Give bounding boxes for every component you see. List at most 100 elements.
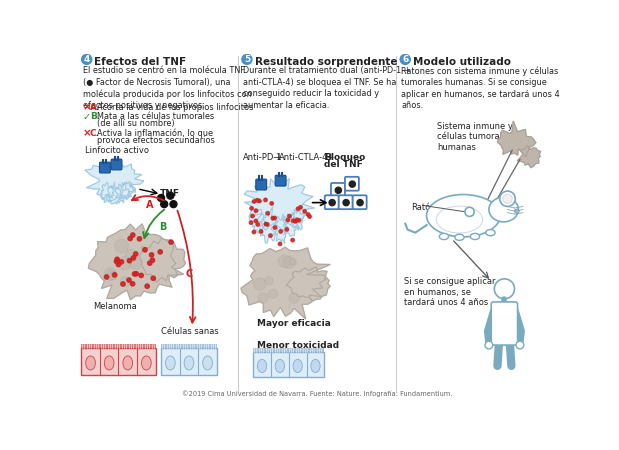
Ellipse shape — [489, 197, 518, 222]
Text: Anti-PD-1: Anti-PD-1 — [243, 153, 283, 162]
Text: TNF: TNF — [160, 189, 180, 198]
Circle shape — [335, 187, 342, 194]
Circle shape — [270, 202, 274, 205]
FancyBboxPatch shape — [81, 344, 155, 348]
Circle shape — [118, 256, 131, 270]
Polygon shape — [89, 224, 184, 300]
Text: Sistema inmune y
células tumorales
humanas: Sistema inmune y células tumorales human… — [437, 122, 513, 152]
FancyBboxPatch shape — [253, 352, 324, 378]
Polygon shape — [498, 121, 535, 157]
Circle shape — [253, 200, 256, 203]
FancyBboxPatch shape — [331, 183, 345, 197]
Circle shape — [349, 181, 355, 187]
Ellipse shape — [514, 209, 519, 213]
Text: Activa la inflamación, lo que: Activa la inflamación, lo que — [97, 129, 213, 138]
Circle shape — [306, 213, 310, 216]
Text: Mata a las células tumorales: Mata a las células tumorales — [97, 112, 214, 121]
FancyBboxPatch shape — [253, 348, 324, 352]
FancyBboxPatch shape — [325, 195, 339, 209]
Ellipse shape — [311, 360, 320, 373]
Text: B.: B. — [90, 112, 100, 121]
Circle shape — [357, 199, 363, 206]
Circle shape — [254, 209, 258, 212]
Ellipse shape — [203, 356, 212, 370]
FancyBboxPatch shape — [275, 175, 286, 186]
Circle shape — [145, 284, 149, 288]
Circle shape — [289, 293, 299, 303]
FancyBboxPatch shape — [256, 179, 267, 190]
FancyBboxPatch shape — [81, 348, 155, 375]
Ellipse shape — [486, 230, 495, 236]
Circle shape — [400, 54, 410, 64]
Polygon shape — [101, 183, 114, 202]
Circle shape — [279, 242, 282, 246]
Text: ×: × — [83, 129, 92, 139]
Text: Mayor eficacia: Mayor eficacia — [257, 319, 331, 328]
Ellipse shape — [184, 356, 194, 370]
Circle shape — [249, 221, 253, 224]
Text: del TNF: del TNF — [324, 160, 363, 169]
Circle shape — [254, 219, 258, 223]
FancyBboxPatch shape — [353, 195, 366, 209]
Circle shape — [285, 228, 288, 231]
Ellipse shape — [470, 234, 480, 239]
Polygon shape — [241, 247, 330, 319]
Text: 5: 5 — [244, 55, 250, 64]
Text: Resultado sorprendente: Resultado sorprendente — [254, 57, 397, 67]
Text: Acorta la vida de los propios linfocitos: Acorta la vida de los propios linfocitos — [97, 103, 253, 112]
Circle shape — [273, 216, 276, 220]
Circle shape — [258, 199, 261, 202]
Polygon shape — [290, 209, 304, 230]
Circle shape — [128, 259, 132, 263]
Text: ✓: ✓ — [83, 112, 91, 122]
Circle shape — [279, 230, 282, 233]
Circle shape — [250, 207, 253, 210]
Circle shape — [158, 194, 165, 202]
Circle shape — [516, 341, 524, 349]
Circle shape — [289, 258, 297, 265]
Text: Si se consigue aplicar
en humanos, se
tardará unos 4 años: Si se consigue aplicar en humanos, se ta… — [404, 277, 495, 307]
FancyBboxPatch shape — [111, 159, 122, 170]
Circle shape — [495, 279, 514, 299]
FancyBboxPatch shape — [161, 348, 217, 375]
Circle shape — [485, 341, 493, 349]
Circle shape — [134, 271, 139, 276]
Polygon shape — [249, 209, 266, 235]
Circle shape — [288, 215, 291, 218]
Ellipse shape — [275, 360, 285, 373]
Ellipse shape — [293, 360, 302, 373]
Circle shape — [125, 249, 137, 261]
Circle shape — [299, 206, 302, 209]
Circle shape — [131, 256, 136, 260]
Circle shape — [278, 255, 290, 267]
Circle shape — [127, 278, 131, 282]
Ellipse shape — [142, 356, 151, 370]
Circle shape — [264, 198, 267, 202]
Circle shape — [134, 252, 138, 256]
Circle shape — [120, 277, 131, 287]
FancyBboxPatch shape — [339, 195, 353, 209]
Text: El estudio se centró en la molécula TNF
(● Factor de Necrosis Tumoral), una
molé: El estudio se centró en la molécula TNF … — [83, 66, 252, 110]
Circle shape — [113, 273, 117, 277]
Text: 4: 4 — [84, 55, 90, 64]
Text: ×: × — [83, 103, 92, 112]
Circle shape — [170, 201, 177, 207]
Circle shape — [149, 253, 154, 257]
Text: B: B — [160, 221, 167, 232]
Circle shape — [131, 282, 135, 286]
Circle shape — [329, 199, 335, 206]
Ellipse shape — [258, 360, 267, 373]
Text: Anti-CTLA-4+: Anti-CTLA-4+ — [279, 153, 335, 162]
Text: Modelo utilizado: Modelo utilizado — [413, 57, 511, 67]
FancyBboxPatch shape — [100, 162, 110, 173]
Text: Ratón: Ratón — [412, 202, 436, 211]
Circle shape — [151, 276, 155, 280]
Circle shape — [291, 238, 294, 242]
Circle shape — [500, 191, 515, 207]
Circle shape — [116, 262, 121, 267]
Polygon shape — [271, 214, 288, 243]
Circle shape — [256, 198, 259, 202]
Circle shape — [104, 268, 116, 280]
Circle shape — [256, 223, 259, 226]
Circle shape — [131, 233, 135, 237]
